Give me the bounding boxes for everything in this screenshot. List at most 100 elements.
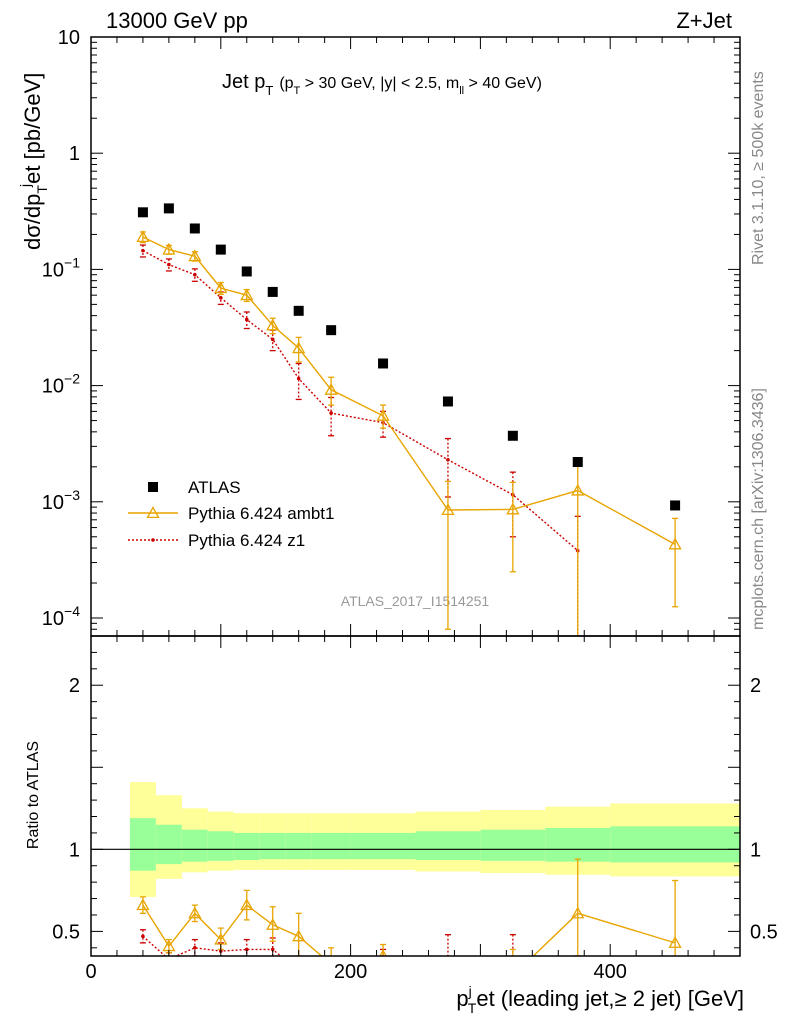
y-tick-exponent: −1	[64, 254, 80, 270]
main-ylabel: dσ/dpTjet [pb/GeV]	[17, 73, 50, 250]
z1-ratio-point	[270, 947, 275, 952]
ambt1-ratio-point	[136, 898, 150, 911]
atlas-data-point	[326, 325, 337, 336]
atlas-data-point	[670, 500, 681, 511]
ambt1-ratio-point	[668, 936, 682, 948]
ambt1-point	[571, 483, 585, 496]
z1-ratio-point	[381, 961, 385, 965]
ambt1-point	[188, 249, 202, 262]
legend-label-z1: Pythia 6.424 z1	[188, 531, 305, 550]
main-y-tick-label: 10−1	[42, 254, 80, 281]
z1-point	[296, 376, 301, 381]
z1-ratio-point	[167, 957, 171, 961]
ylabel-part1: dσ/dp	[20, 194, 45, 250]
ambt1-ratio-point	[188, 906, 202, 919]
x-axis-label: pj Tet (leading jet,≥ 2 jet) [GeV]	[456, 983, 744, 1016]
ambt1-point	[376, 408, 390, 421]
legend-ambt1-marker	[146, 506, 160, 519]
z1-point	[193, 272, 197, 277]
y-tick-exponent: −2	[64, 371, 80, 387]
ambt1-point	[240, 288, 254, 301]
title-cut-2: > 30 GeV, |y| < 2.5, m	[300, 75, 459, 92]
ratio-band-inner	[415, 831, 481, 860]
xlabel-p: p	[456, 986, 468, 1011]
ylabel-sub: T	[34, 185, 50, 194]
x-tick-label: 200	[334, 961, 367, 983]
title-main: Jet p	[222, 71, 265, 93]
main-y-tick-label: 1	[69, 143, 80, 165]
ambt1-ratio-point	[442, 988, 453, 998]
title-main-sub: T	[265, 83, 273, 98]
z1-ratio-point	[193, 945, 197, 950]
ratio-band-inner	[233, 832, 260, 860]
ambt1-ratio-point	[292, 929, 306, 942]
atlas-data-point	[378, 358, 389, 369]
ratio-y-tick-label-right: 2	[750, 675, 761, 697]
ratio-band-inner	[207, 831, 234, 861]
y-tick-base: 10	[42, 608, 64, 630]
side-text-rivet: Rivet 3.1.10, ≥ 500k events	[750, 71, 767, 265]
xlabel-sub: T	[468, 1000, 477, 1016]
ambt1-point	[441, 503, 455, 516]
title-cut-1-sub: T	[294, 85, 301, 97]
atlas-data-point	[215, 244, 226, 255]
atlas-data-point	[442, 396, 453, 407]
ambt1-ratio-point	[240, 898, 254, 911]
ambt1-ratio-point	[214, 932, 228, 945]
ratio-band-inner	[311, 832, 351, 860]
side-text-mcplots: mcplots.cern.ch [arXiv:1306.3436]	[750, 388, 767, 630]
ambt1-point	[214, 281, 228, 294]
ambt1-point	[162, 242, 176, 255]
ratio-uncertainty-bands	[129, 782, 740, 897]
xlabel-sup: j	[468, 983, 472, 999]
ambt1-ratio-point	[507, 970, 518, 980]
z1-point	[329, 411, 333, 415]
legend: ATLAS Pythia 6.424 ambt1 Pythia 6.424 z1	[128, 478, 334, 550]
z1-point	[270, 337, 275, 342]
main-series-layer	[136, 203, 682, 636]
y-tick-exponent: −3	[64, 487, 80, 503]
x-tick-label: 400	[594, 961, 627, 983]
ratio-y-tick-label-left: 0.5	[52, 921, 80, 943]
atlas-data-point	[137, 207, 148, 218]
legend-label-atlas: ATLAS	[188, 478, 241, 497]
main-y-tick-label: 10−2	[42, 371, 80, 398]
ambt1-point	[292, 341, 306, 354]
ratio-y-tick-label-left: 2	[69, 675, 80, 697]
ratio-band-inner	[610, 826, 740, 863]
z1-ratio-point	[511, 961, 515, 965]
z1-point	[446, 457, 450, 462]
ratio-band-inner	[129, 818, 156, 871]
z1-ratio-point	[297, 969, 301, 973]
ambt1-point	[136, 230, 150, 243]
z1-ratio-point	[244, 947, 249, 952]
ratio-band-inner	[545, 828, 611, 862]
title-cut-3: > 40 GeV)	[464, 75, 542, 92]
z1-ratio-point	[141, 934, 145, 939]
atlas-data-point	[163, 203, 174, 214]
chart-title: Jet pT (pT > 30 GeV, |y| < 2.5, mll > 40 …	[222, 71, 542, 98]
ambt1-ratio-point	[571, 906, 585, 919]
z1-ratio-point	[446, 959, 450, 963]
ratio-band-inner	[285, 832, 312, 860]
ylabel-part2: et [pb/GeV]	[20, 73, 45, 184]
xlabel-rest: et (leading jet,≥ 2 jet) [GeV]	[476, 986, 744, 1011]
ratio-y-tick-label-right: 0.5	[750, 921, 778, 943]
ylabel-sup: j	[17, 184, 33, 188]
ratio-y-tick-label-right: 1	[750, 839, 761, 861]
main-y-tick-label: 10	[58, 27, 80, 49]
ratio-band-inner	[480, 829, 546, 861]
header-left: 13000 GeV pp	[106, 8, 248, 33]
ratio-ylabel: Ratio to ATLAS	[25, 741, 42, 849]
ratio-y-tick-label-left: 1	[69, 839, 80, 861]
header-right: Z+Jet	[676, 8, 732, 33]
ratio-band-inner	[350, 832, 416, 860]
y-tick-exponent: −4	[64, 603, 80, 619]
atlas-data-point	[241, 266, 252, 277]
title-cut-2-sub: ll	[459, 85, 464, 97]
y-tick-base: 10	[58, 27, 80, 49]
main-y-tick-label: 10−4	[42, 603, 80, 630]
z1-ratio-point	[329, 980, 333, 984]
